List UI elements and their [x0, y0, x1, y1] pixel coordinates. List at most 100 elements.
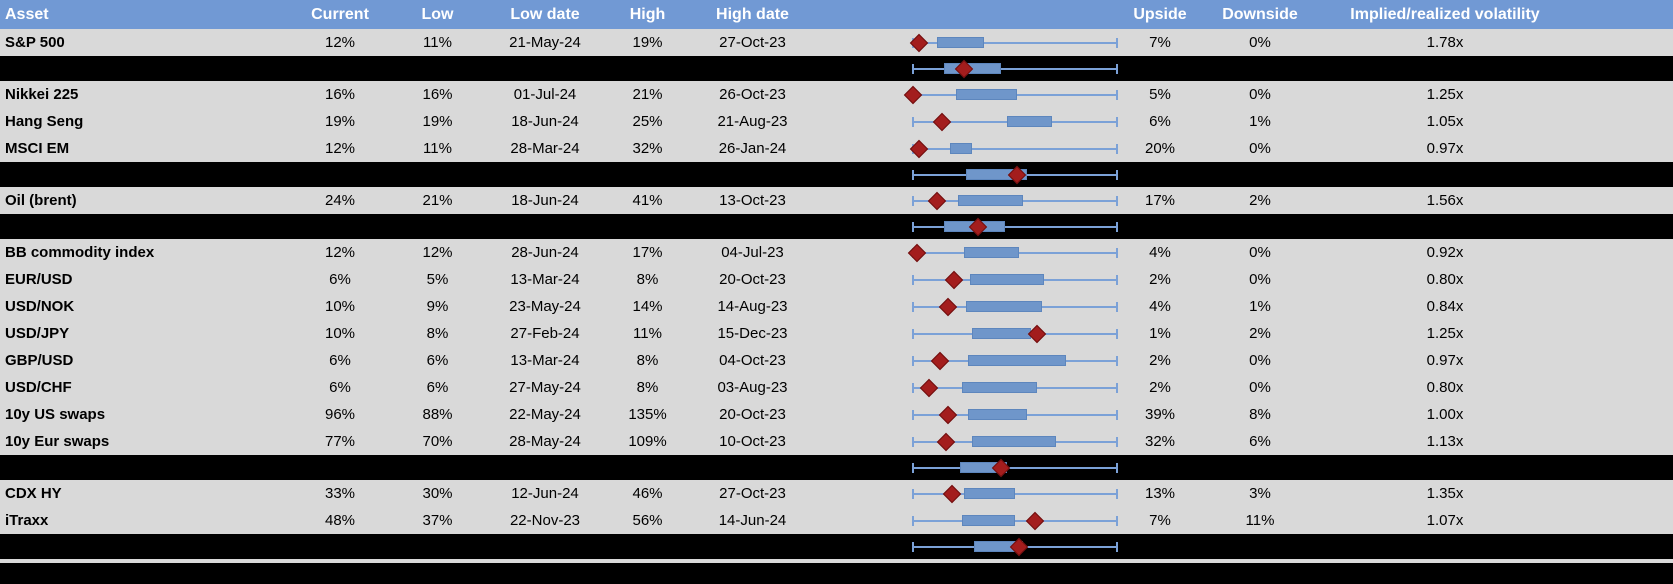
cell-current: 12% — [324, 244, 356, 261]
cell-high-date: 13-Oct-23 — [719, 192, 786, 209]
cell-low-date: 18-Jun-24 — [511, 192, 579, 209]
whisker-tick-right — [1116, 221, 1118, 232]
whisker-tick-right — [1116, 488, 1118, 499]
cell-high-date: 26-Jan-24 — [718, 140, 787, 157]
iqr-box — [949, 142, 973, 154]
whisker-tick-left — [912, 462, 914, 473]
current-marker-diamond — [920, 378, 939, 397]
current-marker-diamond — [907, 243, 927, 262]
cell-implied-realized-vol: 0.80x — [1426, 379, 1464, 396]
table-row: MSCI EM 12% 11% 28-Mar-24 32% 26-Jan-24 20% 0% 0… — [0, 135, 1673, 162]
cell-upside: 2% — [1149, 379, 1171, 396]
whisker-tick-right — [1116, 409, 1118, 420]
cell-low-date: 22-May-24 — [509, 406, 581, 423]
whisker-tick-right — [1116, 328, 1118, 339]
iqr-box — [937, 36, 985, 48]
boxplot-area — [912, 162, 1118, 187]
asset-label: iTraxx — [5, 512, 49, 529]
cell-high-date: 20-Oct-23 — [719, 271, 786, 288]
col-header-asset: Asset — [5, 5, 49, 23]
cell-implied-realized-vol: 1.25x — [1426, 325, 1464, 342]
table-row: CDX HY 33% 30% 12-Jun-24 46% 27-Oct-23 13% 3% 1.… — [0, 480, 1673, 507]
cell-high: 25% — [632, 113, 663, 130]
asset-label: S&P 500 — [5, 34, 65, 51]
table-row: USD/NOK 10% 9% 23-May-24 14% 14-Aug-23 4% 1% 0.8… — [0, 293, 1673, 320]
cell-current: 33% — [324, 485, 356, 502]
cell-high-date: 27-Oct-23 — [719, 34, 786, 51]
cell-downside: 0% — [1249, 271, 1271, 288]
cell-current: 24% — [324, 192, 356, 209]
cell-current: 12% — [324, 140, 356, 157]
boxplot-area — [912, 347, 1118, 374]
whisker-tick-left — [912, 221, 914, 232]
asset-label: BB commodity index — [5, 244, 155, 261]
range-boxplot — [810, 56, 1125, 81]
iqr-box — [972, 435, 1056, 447]
whisker-tick-left — [912, 301, 914, 312]
current-marker-diamond — [930, 351, 949, 370]
cell-low: 37% — [422, 512, 453, 529]
asset-label: CDX HY — [5, 485, 62, 502]
whisker-tick-right — [1116, 247, 1118, 258]
cell-current: 6% — [329, 271, 351, 288]
iqr-box — [968, 408, 1028, 420]
cell-upside: 1% — [1149, 325, 1171, 342]
cell-high-date: 03-Aug-23 — [717, 379, 788, 396]
table-row: USD/CHF 6% 6% 27-May-24 8% 03-Aug-23 2% 0% 0.80x — [0, 374, 1673, 401]
cell-upside: 39% — [1144, 406, 1176, 423]
table-row: GBP/USD 6% 6% 13-Mar-24 8% 04-Oct-23 2% 0% 0.97x — [0, 347, 1673, 374]
boxplot-area — [912, 187, 1118, 214]
cell-high: 56% — [632, 512, 663, 529]
boxplot-area — [912, 534, 1118, 559]
range-boxplot — [810, 239, 1125, 266]
boxplot-area — [909, 135, 1118, 162]
cell-high-date: 15-Dec-23 — [717, 325, 788, 342]
cell-downside: 0% — [1249, 140, 1271, 157]
cell-low: 12% — [422, 244, 453, 261]
separator-band-row — [0, 214, 1673, 239]
whisker-tick-right — [1116, 355, 1118, 366]
cell-high: 46% — [632, 485, 663, 502]
cell-upside: 32% — [1144, 433, 1176, 450]
asset-label: USD/JPY — [5, 325, 70, 342]
range-boxplot — [810, 534, 1125, 559]
whisker-tick-left — [912, 436, 914, 447]
current-marker-diamond — [903, 85, 923, 104]
separator-band-row — [0, 455, 1673, 480]
col-header-low: Low — [421, 5, 454, 23]
cell-low-date: 12-Jun-24 — [511, 485, 579, 502]
cell-high: 8% — [636, 379, 659, 396]
whisker-tick-left — [912, 169, 914, 180]
boxplot-area — [912, 401, 1118, 428]
cell-low-date: 18-Jun-24 — [511, 113, 579, 130]
boxplot-area — [912, 374, 1118, 401]
cell-upside: 6% — [1149, 113, 1171, 130]
boxplot-area — [912, 507, 1118, 534]
cell-downside: 8% — [1249, 406, 1271, 423]
whisker-tick-right — [1116, 37, 1118, 48]
col-header-high: High — [629, 5, 666, 23]
current-marker-diamond — [932, 112, 951, 131]
cell-downside: 0% — [1249, 379, 1271, 396]
cell-downside: 2% — [1249, 325, 1271, 342]
cell-implied-realized-vol: 1.07x — [1426, 512, 1464, 529]
boxplot-area — [912, 266, 1118, 293]
cell-current: 48% — [324, 512, 356, 529]
cell-low-date: 27-Feb-24 — [510, 325, 580, 342]
boxplot-area — [912, 480, 1118, 507]
cell-low-date: 21-May-24 — [509, 34, 581, 51]
whisker-tick-left — [912, 488, 914, 499]
cell-high: 109% — [628, 433, 667, 450]
col-header-implied-realized-vol: Implied/realized volatility — [1350, 5, 1540, 23]
table-row: S&P 500 12% 11% 21-May-24 19% 27-Oct-23 7% 0% 1.… — [0, 29, 1673, 56]
whisker-tick-right — [1116, 436, 1118, 447]
boxplot-area — [912, 56, 1118, 81]
cell-implied-realized-vol: 0.80x — [1426, 271, 1464, 288]
cell-high-date: 27-Oct-23 — [719, 485, 786, 502]
asset-label: GBP/USD — [5, 352, 74, 369]
boxplot-area — [912, 320, 1118, 347]
boxplot-area — [903, 81, 1118, 108]
cell-downside: 0% — [1249, 352, 1271, 369]
range-boxplot — [810, 320, 1125, 347]
